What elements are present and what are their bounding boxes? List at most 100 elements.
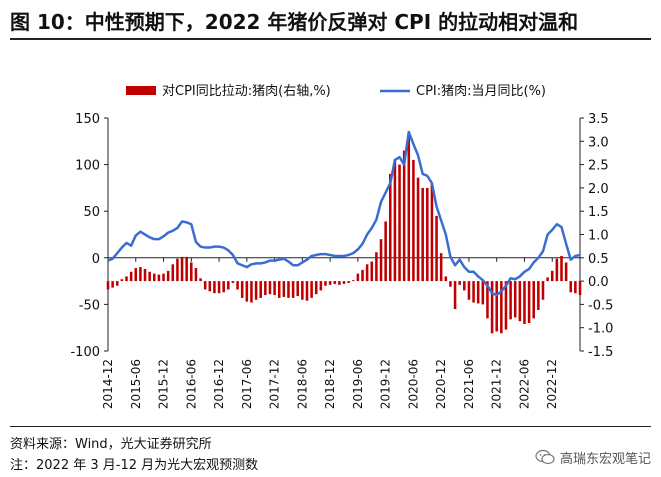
bar [449,281,452,287]
x-tick-label: 2017-12 [268,359,282,409]
bar [190,262,193,282]
bar [407,136,411,282]
wechat-icon [535,449,555,465]
bar [523,281,526,324]
left-tick-label: -100 [70,345,100,360]
title-rule [10,38,651,40]
bar [106,281,110,290]
bar [115,281,119,286]
legend-swatch-bar [126,86,156,95]
bar [166,270,170,282]
bar [314,281,318,295]
bar [472,281,475,303]
bar [227,281,230,290]
bar [550,270,554,282]
bar [453,281,457,310]
bar [435,215,438,282]
footer-rule [10,426,651,427]
bar [277,281,281,298]
right-tick-label: 2.0 [588,182,609,197]
bar [347,281,350,283]
x-tick-label: 2016-12 [212,359,226,409]
bar [513,281,517,318]
bar [564,262,568,282]
bar [213,281,216,294]
bar [157,274,161,282]
bar [541,281,545,300]
bar [486,281,489,319]
bar [305,281,309,301]
bar [370,261,374,282]
line-series [107,130,581,297]
bar [194,268,198,282]
right-tick-label: 3.5 [588,112,609,127]
bar [356,273,360,282]
legend-label-bar: 对CPI同比拉动:猪肉(右轴,%) [162,84,331,99]
x-tick-label: 2019-06 [351,359,365,409]
bar [375,252,378,282]
left-tick-label: 50 [83,205,100,220]
right-tick-label: -1.0 [588,322,613,337]
bar [463,281,466,291]
right-tick-label: 3.0 [588,135,609,150]
bar [148,271,151,282]
bar [129,271,133,282]
bar [333,281,337,284]
bar [393,159,397,282]
bar [111,281,114,288]
x-tick-label: 2022-12 [545,359,559,409]
legend: 对CPI同比拉动:猪肉(右轴,%) CPI:猪肉:当月同比(%) [126,84,546,99]
x-tick-label: 2017-06 [240,359,254,409]
left-tick-label: 0 [92,252,100,267]
x-tick-label: 2021-06 [462,359,476,409]
bar [245,281,249,302]
bar [162,273,165,282]
right-tick-label: -1.5 [588,345,613,360]
bar [125,276,128,282]
bar [430,183,434,282]
bar [426,187,429,282]
bar [208,281,212,292]
bar [560,255,563,282]
bar [379,239,383,282]
bar [264,281,267,296]
bar [439,253,443,282]
bar [231,281,235,283]
right-tick-label: 0.0 [588,275,609,290]
bar [282,281,286,297]
bar [509,281,512,320]
bar [171,264,175,282]
left-tick-label: -50 [79,298,100,313]
bar [444,276,448,282]
bar [139,267,142,282]
bar [236,281,239,290]
bar [490,281,494,334]
bar [569,281,573,293]
x-tick-label: 2016-06 [184,359,198,409]
bar [203,281,207,290]
bar [458,281,461,285]
x-tick-label: 2014-12 [101,359,115,409]
right-tick-label: -0.5 [588,298,613,313]
bar [143,268,147,282]
bar [328,281,332,285]
pork-cpi-chart: 对CPI同比拉动:猪肉(右轴,%) CPI:猪肉:当月同比(%) 150 100 5… [70,84,613,409]
bar [250,281,253,303]
right-tick-label: 1.0 [588,229,609,244]
x-tick-label: 2022-06 [517,359,531,409]
source-note: 资料来源：Wind，光大证券研究所 [10,437,212,452]
x-tick-label: 2021-12 [490,359,504,409]
bar [240,281,244,298]
figure-title: 图 10：中性预期下，2022 年猪价反弹对 CPI 的拉动相对温和 [10,10,579,34]
bar [301,281,304,300]
bar [287,281,290,298]
forecast-note: 注：2022 年 3 月-12 月为光大宏观预测数 [10,458,259,473]
bar [361,269,364,282]
bar [412,159,415,282]
bar [476,281,480,304]
bar [199,278,202,282]
bar [527,281,531,324]
bar [259,281,262,298]
left-tick-label: 150 [75,112,100,127]
left-tick-label: 100 [75,159,100,174]
